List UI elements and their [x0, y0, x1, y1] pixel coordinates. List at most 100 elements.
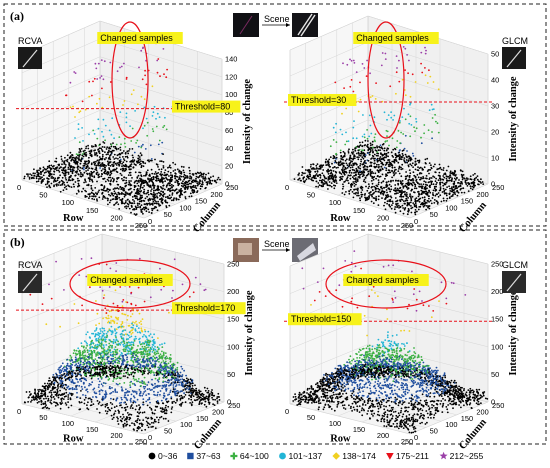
scatter-point	[157, 58, 160, 60]
scatter-point	[304, 180, 307, 182]
scatter-point	[349, 174, 351, 177]
x-tick-label: 250	[135, 221, 147, 230]
scatter-point	[95, 167, 98, 170]
scatter-point	[131, 154, 134, 157]
scatter-point	[358, 148, 361, 151]
scatter-point	[133, 358, 136, 361]
scatter-point	[185, 374, 188, 377]
scatter-point	[117, 188, 120, 190]
scatter-point	[376, 145, 378, 148]
scatter-point	[452, 193, 454, 196]
scatter-point	[175, 198, 178, 201]
scatter-point	[140, 351, 143, 353]
scatter-point	[151, 336, 154, 339]
scatter-point	[107, 321, 109, 324]
scatter-point	[150, 188, 153, 191]
scatter-point	[389, 190, 391, 193]
scatter-point	[196, 191, 198, 194]
scatter-point	[122, 161, 125, 164]
scatter-point	[79, 149, 82, 152]
scatter-point	[374, 149, 377, 152]
scatter-point	[148, 180, 151, 183]
scatter-point	[188, 177, 191, 180]
scatter-point	[107, 151, 109, 154]
scatter-point	[384, 198, 386, 201]
scatter-point	[150, 158, 153, 160]
scatter-point	[381, 173, 384, 176]
scatter-point	[137, 357, 139, 360]
scatter-point	[119, 199, 122, 201]
scatter-point	[104, 151, 106, 154]
scatter-point	[131, 127, 134, 130]
x-tick-label: 0	[17, 183, 21, 192]
scatter-point	[126, 412, 129, 414]
scatter-point	[120, 377, 123, 379]
scatter-point	[91, 175, 94, 178]
scatter-point	[345, 191, 347, 193]
scatter-point	[135, 179, 138, 182]
scatter-point	[142, 212, 144, 215]
scatter-point	[310, 163, 312, 166]
threshold-label-box	[172, 100, 241, 113]
scatter-point	[361, 135, 364, 138]
scatter-point	[368, 185, 371, 188]
scatter-point	[157, 380, 160, 383]
scatter-point	[431, 197, 434, 199]
scatter-point	[130, 93, 133, 96]
scatter-point	[197, 176, 199, 179]
scatter-point	[78, 184, 81, 187]
scatter-point	[100, 383, 103, 386]
scatter-point	[124, 165, 127, 168]
scatter-point	[403, 159, 405, 161]
scatter-point	[152, 347, 155, 350]
scatter-point	[129, 164, 132, 167]
y-tick-label: 150	[461, 197, 473, 206]
scatter-point	[159, 173, 162, 176]
scatter-point	[392, 148, 395, 151]
scatter-point	[84, 194, 87, 197]
scatter-point	[164, 116, 166, 119]
scatter-point	[143, 174, 145, 177]
scatter-point	[112, 156, 115, 158]
scatter-point	[97, 62, 100, 65]
scatter-point	[113, 158, 116, 160]
scatter-point	[112, 188, 115, 191]
scatter-point	[180, 394, 183, 397]
scatter-point	[339, 179, 341, 182]
scatter-point	[343, 154, 346, 157]
x-tick-label: 50	[39, 191, 47, 200]
scatter-point	[365, 185, 367, 188]
scatter-point	[374, 172, 377, 175]
scatter-point	[470, 182, 473, 184]
scatter-point	[55, 184, 58, 187]
scatter-point	[331, 162, 333, 165]
scatter-point	[422, 190, 425, 193]
scatter-point	[405, 192, 408, 194]
scatter-point	[453, 182, 456, 185]
scatter-point	[329, 156, 332, 159]
scatter-point	[169, 187, 172, 190]
scatter-point	[456, 190, 459, 193]
scatter-point	[114, 289, 117, 292]
x-tick-label: 0	[285, 183, 289, 192]
scatter-point	[417, 195, 420, 198]
scatter-point	[88, 167, 90, 170]
scatter-point	[91, 195, 93, 198]
scatter-point	[161, 408, 164, 411]
scatter-point	[143, 328, 146, 331]
scatter-point	[108, 149, 110, 152]
z-tick-label: 140	[225, 55, 237, 64]
scatter-point	[366, 173, 369, 176]
scatter-point	[381, 147, 384, 150]
scatter-point	[72, 105, 74, 108]
scatter-point	[152, 207, 155, 210]
scatter-point	[461, 170, 464, 173]
scatter-point	[391, 137, 394, 140]
scatter-point	[147, 339, 150, 342]
scatter-point	[115, 167, 118, 170]
scatter-point	[151, 346, 154, 348]
scatter-point	[359, 163, 362, 165]
scatter-point	[154, 193, 156, 195]
scatter-point	[154, 171, 157, 173]
scatter-point	[123, 202, 126, 205]
